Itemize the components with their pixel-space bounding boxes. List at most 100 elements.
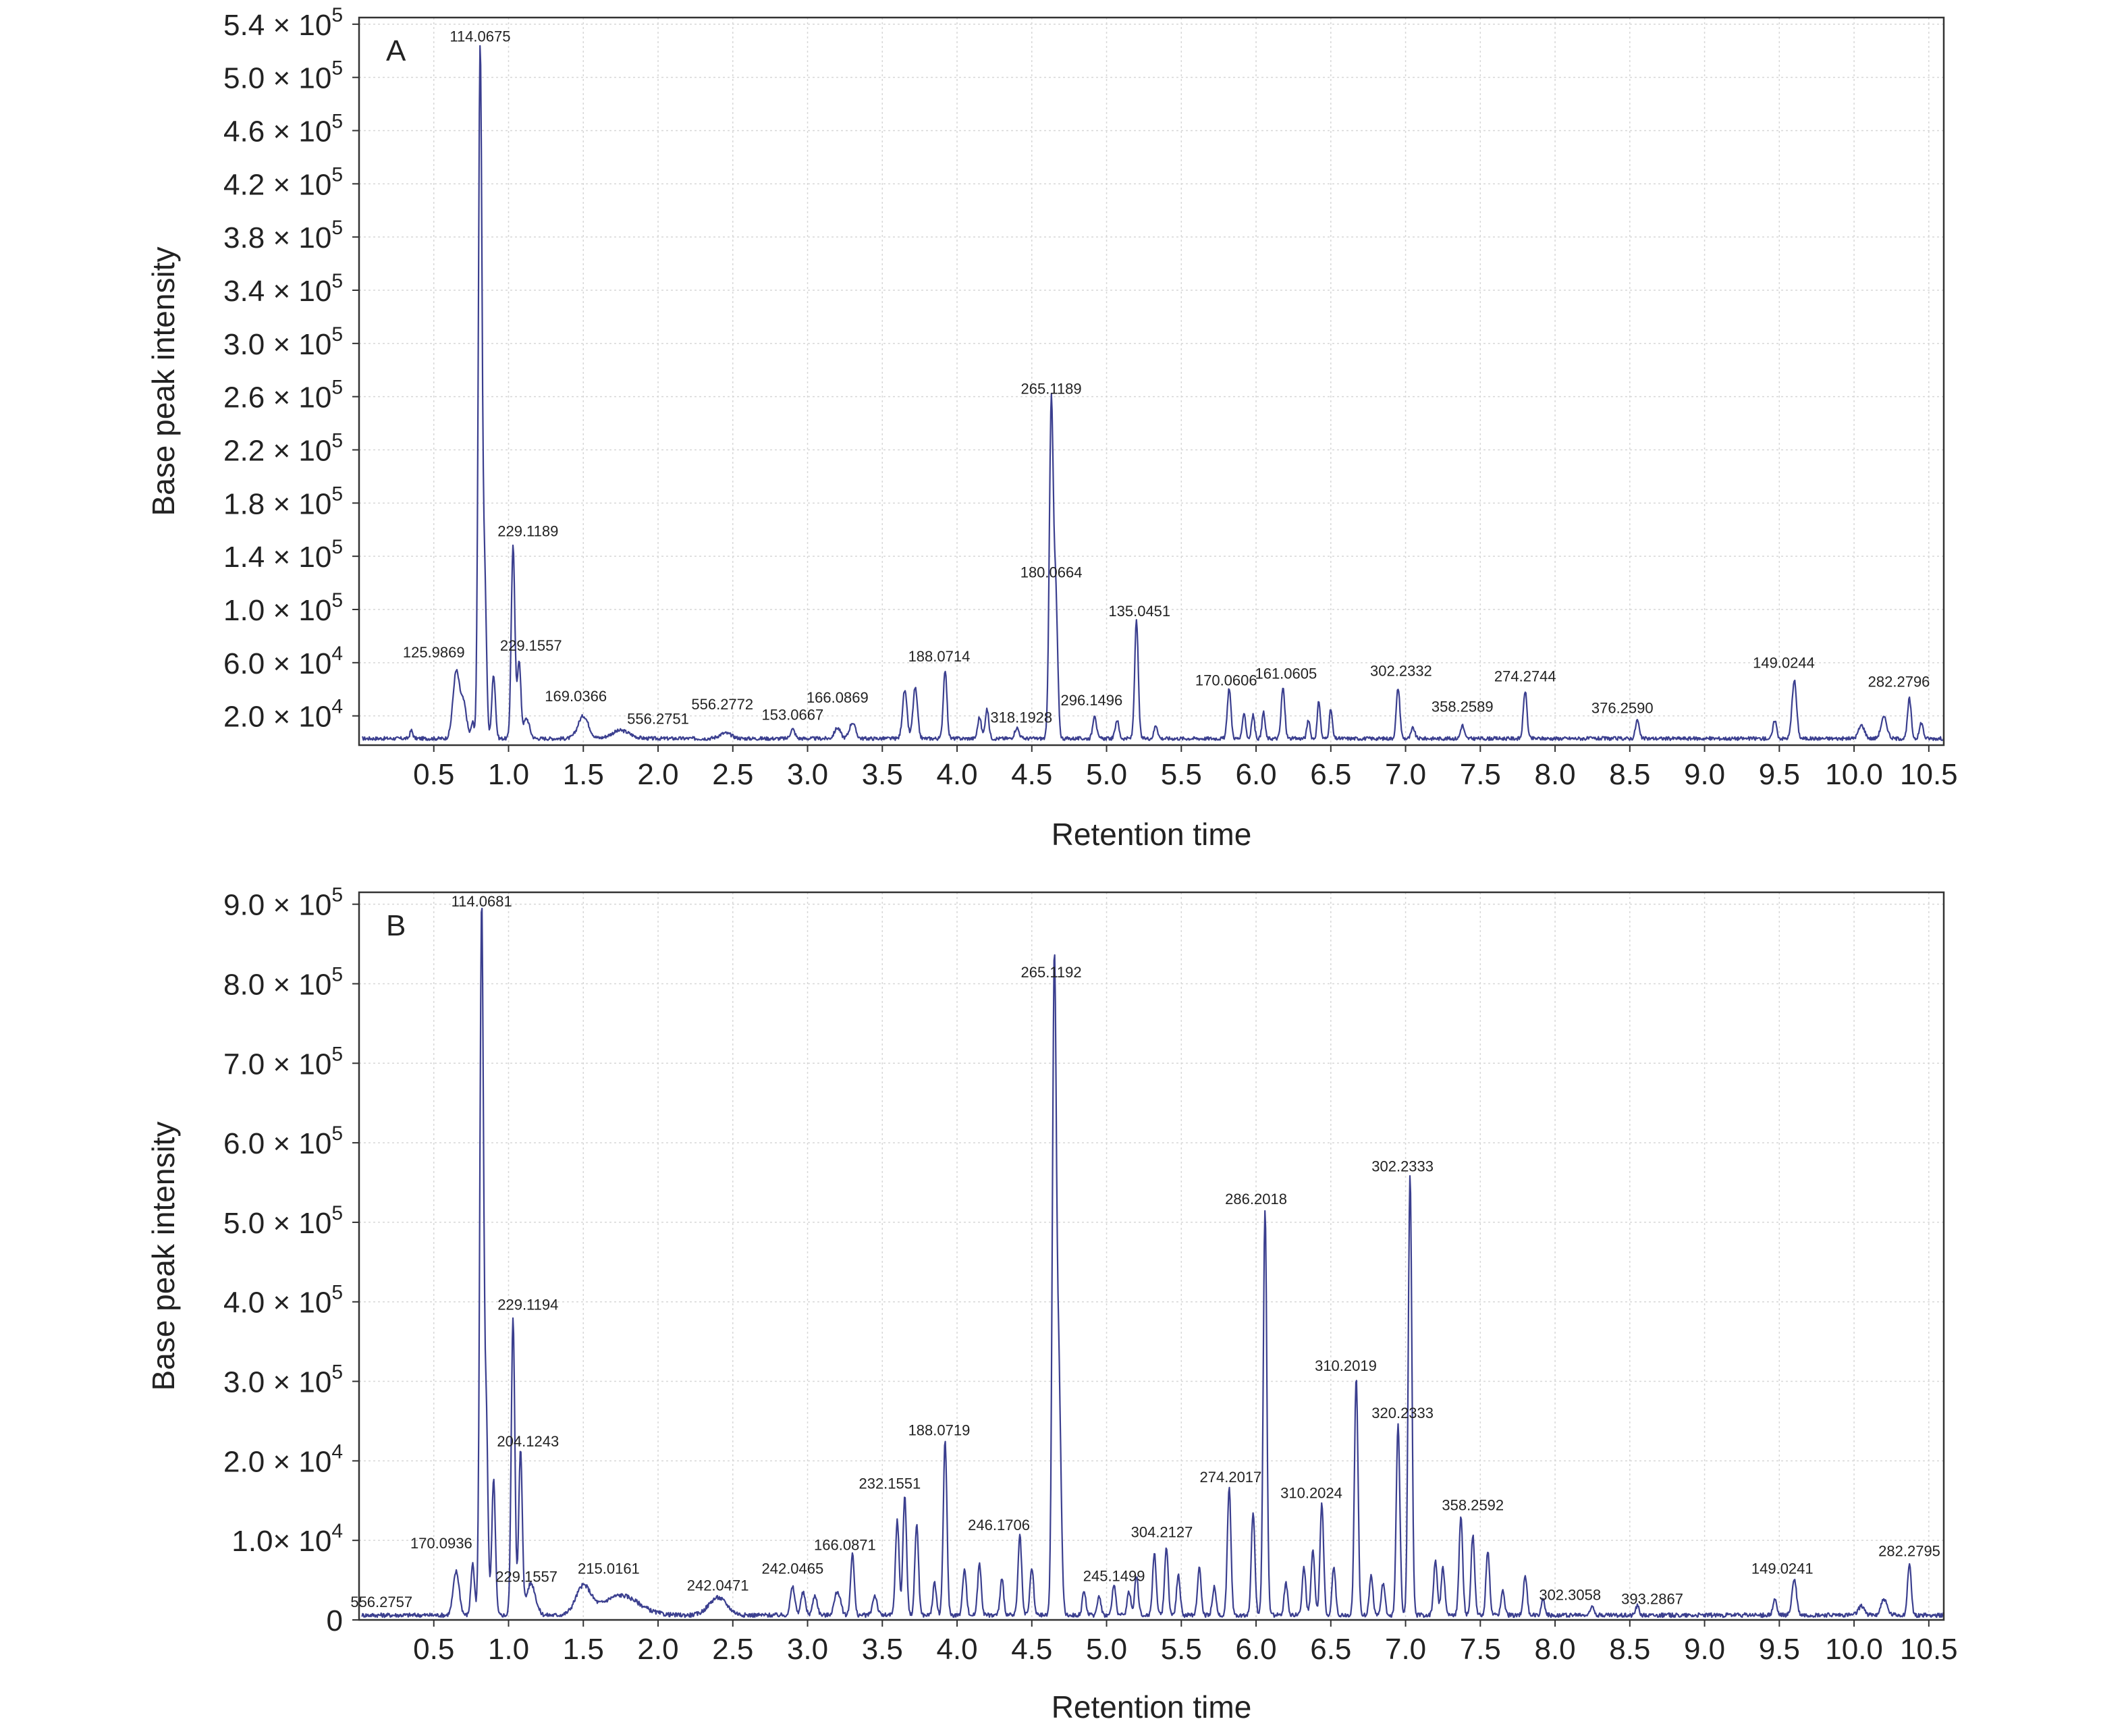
x-tick-label: 6.0	[1235, 1633, 1276, 1666]
panel-a-background	[0, 0, 2126, 871]
peak-label: 286.2018	[1225, 1191, 1287, 1208]
panel-a-trace-line	[362, 45, 1945, 741]
peak-label: 265.1189	[1021, 381, 1082, 398]
peak-label: 556.2751	[627, 710, 689, 727]
x-tick-label: 4.5	[1011, 758, 1052, 791]
y-tick-label: 2.0 × 104	[223, 696, 343, 734]
peak-label: 232.1551	[858, 1475, 921, 1492]
panel-b-x-ticks: 0.5 1.0 1.5 2.0 2.5 3.0 3.5 4.0 4.5 5.0 5.5 6.0 6.5 7…	[413, 1620, 1958, 1666]
x-tick-label: 2.0	[637, 1633, 678, 1666]
x-tick-label: 5.0	[1086, 758, 1127, 791]
y-tick-label: 1.0× 104	[231, 1520, 343, 1558]
peak-label: 274.2017	[1200, 1469, 1262, 1486]
x-tick-label: 7.0	[1385, 758, 1426, 791]
x-tick-label: 10.5	[1900, 1633, 1958, 1666]
peak-label: 229.1194	[497, 1297, 558, 1313]
x-tick-label: 4.0	[936, 758, 977, 791]
peak-label: 215.0161	[578, 1561, 640, 1577]
y-tick-label: 3.0 × 105	[223, 1361, 343, 1399]
x-tick-label: 6.5	[1310, 1633, 1351, 1666]
peak-label: 166.0871	[814, 1536, 876, 1553]
x-tick-label: 0.5	[413, 758, 454, 791]
peak-label: 318.1928	[990, 709, 1052, 726]
peak-label: 242.0471	[687, 1577, 749, 1594]
peak-label: 188.0714	[908, 648, 971, 665]
y-tick-label: 2.6 × 105	[223, 377, 343, 414]
peak-label: 114.0675	[449, 28, 510, 45]
x-tick-label: 8.0	[1534, 1633, 1575, 1666]
panel-a-chromatogram: 0.5 1.0 1.5 2.0 2.5 3.0 3.5 4.0 4.5 5.0 5.5 6.0 6.5 7…	[0, 0, 2126, 871]
y-tick-label: 5.4 × 105	[223, 4, 343, 42]
peak-label: 229.1189	[497, 523, 558, 540]
y-tick-label: 5.0 × 105	[223, 57, 343, 95]
x-tick-label: 0.5	[413, 1633, 454, 1666]
x-tick-label: 10.5	[1900, 758, 1958, 791]
peak-label: 358.2592	[1442, 1496, 1504, 1513]
peak-label: 149.0241	[1751, 1561, 1814, 1577]
peak-label: 229.1557	[500, 637, 562, 654]
y-tick-label: 0	[327, 1604, 343, 1637]
panel-a-x-axis-title: Retention time	[1052, 817, 1252, 852]
x-tick-label: 2.0	[637, 758, 678, 791]
peak-label: 180.0664	[1020, 564, 1083, 581]
peak-label: 153.0667	[761, 707, 823, 724]
y-tick-label: 9.0 × 105	[223, 884, 343, 922]
y-tick-label: 7.0 × 105	[223, 1043, 343, 1081]
x-tick-label: 6.5	[1310, 758, 1351, 791]
x-tick-label: 9.5	[1759, 758, 1800, 791]
y-tick-label: 6.0 × 105	[223, 1122, 343, 1160]
y-tick-label: 1.4 × 105	[223, 536, 343, 574]
peak-label: 169.0366	[545, 688, 607, 705]
panel-b-y-axis-title: Base peak intensity	[146, 1122, 181, 1391]
y-tick-label: 2.0 × 104	[223, 1440, 343, 1478]
peak-label: 265.1192	[1021, 964, 1082, 981]
peak-label: 242.0465	[761, 1561, 823, 1577]
peak-label: 393.2867	[1621, 1590, 1683, 1607]
peak-label: 302.3058	[1539, 1587, 1601, 1604]
panel-a-label: A	[386, 34, 406, 67]
x-tick-label: 9.0	[1684, 1633, 1725, 1666]
x-tick-label: 9.0	[1684, 758, 1725, 791]
peak-label: 161.0605	[1255, 665, 1317, 682]
peak-label: 114.0681	[452, 893, 512, 910]
x-tick-label: 2.5	[712, 758, 753, 791]
peak-label: 282.2796	[1868, 673, 1930, 690]
peak-label: 320.2333	[1371, 1405, 1434, 1421]
x-tick-label: 5.5	[1161, 758, 1202, 791]
peak-label: 166.0869	[807, 689, 869, 706]
peak-label: 310.2024	[1280, 1485, 1342, 1502]
x-tick-label: 3.5	[862, 1633, 903, 1666]
panel-b-trace-line	[361, 907, 1945, 1619]
peak-label: 170.0936	[410, 1535, 472, 1552]
y-tick-label: 1.8 × 105	[223, 483, 343, 520]
x-tick-label: 1.5	[563, 1633, 604, 1666]
panel-b-label: B	[386, 909, 406, 942]
x-tick-label: 1.5	[563, 758, 604, 791]
x-tick-label: 8.5	[1609, 1633, 1650, 1666]
y-tick-label: 3.8 × 105	[223, 217, 343, 254]
peak-label: 302.2332	[1370, 663, 1432, 680]
y-tick-label: 1.0 × 105	[223, 589, 343, 627]
peak-label: 246.1706	[968, 1517, 1030, 1534]
x-tick-label: 3.5	[862, 758, 903, 791]
peak-label: 229.1557	[495, 1568, 557, 1585]
x-tick-label: 7.5	[1460, 1633, 1501, 1666]
peak-label: 310.2019	[1315, 1357, 1377, 1374]
peak-label: 188.0719	[908, 1422, 971, 1439]
peak-label: 358.2589	[1432, 699, 1494, 715]
y-tick-label: 4.2 × 105	[223, 163, 343, 201]
x-tick-label: 5.0	[1086, 1633, 1127, 1666]
panel-a-y-ticks: 2.0 × 104 6.0 × 104 1.0 × 105 1.4 × 105 1.8 …	[223, 4, 359, 734]
panel-a-peak-labels: 114.0675 125.9869 229.1189 229.1557 169.0366…	[403, 28, 1930, 727]
panel-b-gridlines	[359, 892, 1944, 1620]
peak-label: 556.2757	[350, 1594, 412, 1610]
peak-label: 376.2590	[1591, 700, 1654, 717]
peak-label: 149.0244	[1753, 655, 1815, 672]
y-tick-label: 5.0 × 105	[223, 1202, 343, 1240]
peak-label: 296.1496	[1061, 692, 1123, 709]
peak-label: 304.2127	[1131, 1523, 1193, 1540]
x-tick-label: 10.0	[1825, 1633, 1883, 1666]
y-tick-label: 8.0 × 105	[223, 963, 343, 1001]
x-tick-label: 3.0	[787, 758, 828, 791]
